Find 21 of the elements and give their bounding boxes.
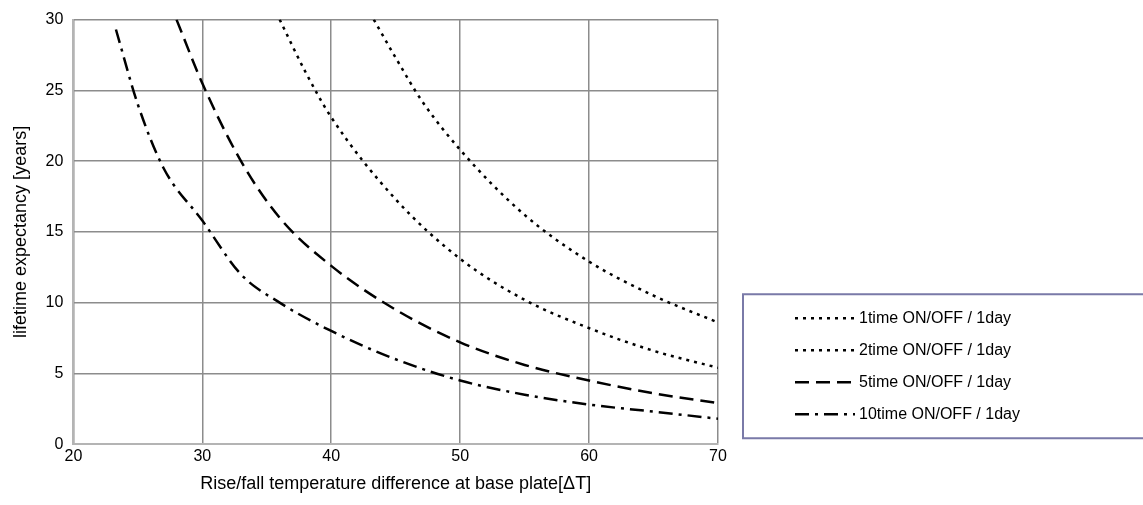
y-tick-label: 10: [45, 293, 64, 311]
x-tick-label: 30: [193, 447, 212, 465]
legend-label: 2time ON/OFF / 1day: [859, 340, 1012, 358]
legend-label: 10time ON/OFF / 1day: [859, 404, 1020, 422]
legend-label: 1time ON/OFF / 1day: [859, 308, 1012, 326]
x-axis-title: Rise/fall temperature difference at base plate[ΔT]: [200, 473, 592, 494]
y-tick-label: 30: [45, 10, 64, 28]
line-series: [278, 19, 718, 370]
x-tick-label: 50: [451, 447, 470, 465]
y-tick-label: 20: [45, 151, 64, 169]
y-axis-title: lifetime expectancy [years]: [9, 125, 30, 338]
x-tick-label: 60: [580, 447, 599, 465]
x-tick-label: 70: [709, 447, 727, 465]
line-series: [372, 19, 718, 324]
y-tick-label: 25: [45, 80, 64, 98]
y-tick-label: 5: [54, 363, 64, 381]
y-tick-label: 15: [45, 222, 64, 240]
y-tick-label: 0: [54, 434, 64, 452]
line-series: [114, 28, 718, 420]
x-tick-label: 40: [322, 447, 341, 465]
legend-label: 5time ON/OFF / 1day: [859, 372, 1012, 390]
